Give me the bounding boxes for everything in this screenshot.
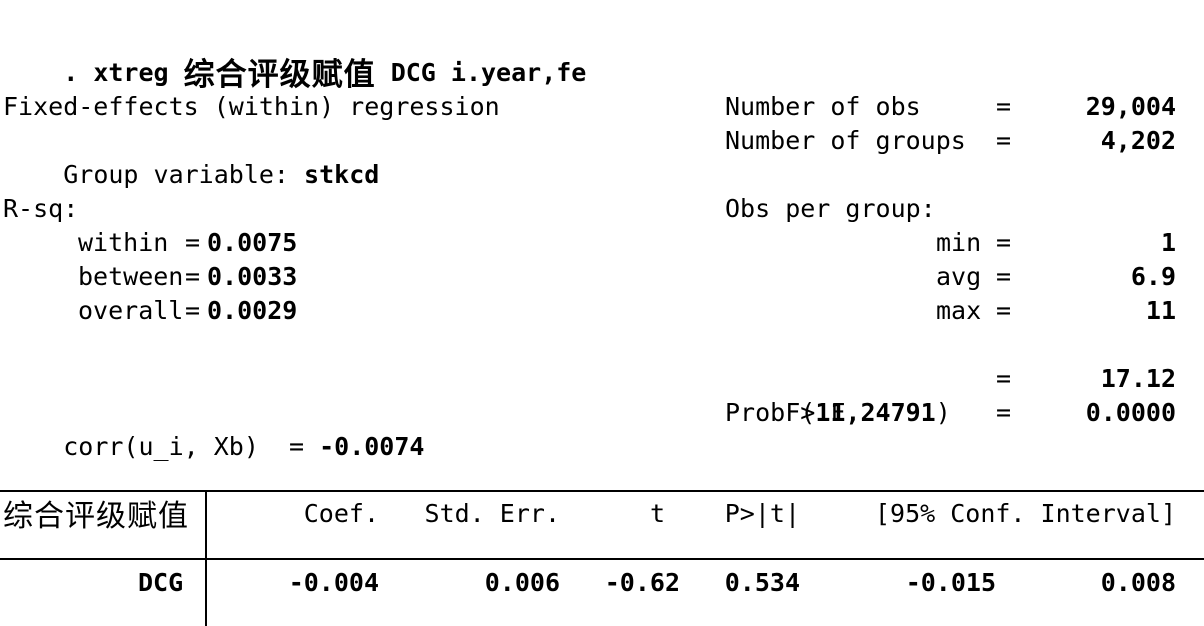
prob-f-value: 0.0000 — [1085, 398, 1176, 427]
obs-avg-value: 6.9 — [1130, 262, 1176, 291]
f-stat-equals: = — [996, 364, 1012, 393]
rsq-overall-equals: = — [185, 296, 201, 325]
f-stat-label: F(11,24791) — [725, 362, 951, 464]
prob-f-equals: = — [996, 398, 1012, 427]
table-column-divider — [205, 490, 207, 626]
rsq-between-equals: = — [185, 262, 201, 291]
number-of-obs-value: 29,004 — [1085, 92, 1176, 121]
prob-f-label: Prob > F — [725, 398, 846, 427]
corr-line: corr(u_i, Xb) = -0.0074 — [3, 396, 424, 498]
group-variable-line: Group variable: stkcd — [3, 124, 379, 226]
group-variable-value: stkcd — [304, 160, 380, 189]
obs-max-equals: = — [996, 296, 1012, 325]
table-col-t: t — [649, 499, 665, 528]
command-line: . xtreg 综合评级赋值 DCG i.year,fe — [3, 22, 586, 126]
table-cell-ci-high: 0.008 — [1100, 568, 1176, 597]
command-text-left: . xtreg — [63, 58, 184, 87]
table-cell-t: -0.62 — [604, 568, 680, 597]
number-of-groups-value: 4,202 — [1100, 126, 1176, 155]
regression-type-label: Fixed-effects (within) regression — [3, 92, 500, 121]
rsq-between-value: 0.0033 — [207, 262, 298, 291]
obs-min-equals: = — [996, 228, 1012, 257]
obs-max-value: 11 — [1145, 296, 1176, 325]
table-cell-coef: -0.004 — [288, 568, 379, 597]
obs-min-value: 1 — [1160, 228, 1176, 257]
number-of-groups-label: Number of groups — [725, 126, 966, 155]
group-variable-label: Group variable: — [63, 160, 305, 189]
rsq-within-label: within — [78, 228, 169, 257]
f-stat-label-post: ) — [935, 398, 951, 427]
table-col-p-value: P>|t| — [724, 499, 800, 528]
rsq-between-label: between — [78, 262, 184, 291]
table-cell-ci-low: -0.015 — [905, 568, 996, 597]
table-header-rule — [0, 558, 1204, 560]
f-stat-df: 11,24791 — [815, 398, 936, 427]
rsq-overall-label: overall — [78, 296, 184, 325]
table-cell-std-err: 0.006 — [484, 568, 560, 597]
table-row-header: 综合评级赋值 — [3, 499, 189, 534]
obs-min-label: min — [936, 228, 982, 257]
corr-value: -0.0074 — [319, 432, 425, 461]
command-variable-cjk: 综合评级赋值 — [183, 57, 376, 93]
table-cell-p-value: 0.534 — [724, 568, 800, 597]
number-of-obs-equals: = — [996, 92, 1012, 121]
corr-label: corr(u_i, Xb) = — [63, 432, 320, 461]
rsq-within-value: 0.0075 — [207, 228, 298, 257]
rsq-overall-value: 0.0029 — [207, 296, 298, 325]
number-of-obs-label: Number of obs — [725, 92, 921, 121]
table-top-rule — [0, 490, 1204, 492]
rsq-within-equals: = — [185, 228, 201, 257]
command-text-right: DCG i.year,fe — [375, 58, 587, 87]
f-stat-value: 17.12 — [1100, 364, 1176, 393]
obs-max-label: max — [936, 296, 982, 325]
obs-avg-label: avg — [936, 262, 982, 291]
table-col-std-err: Std. Err. — [424, 499, 560, 528]
number-of-groups-equals: = — [996, 126, 1012, 155]
obs-avg-equals: = — [996, 262, 1012, 291]
obs-per-group-label: Obs per group: — [725, 194, 936, 223]
table-col-coef: Coef. — [303, 499, 379, 528]
f-stat-label-pre: F( — [785, 398, 816, 427]
table-col-conf-interval: [95% Conf. Interval] — [874, 499, 1176, 528]
rsq-label: R-sq: — [3, 194, 79, 223]
table-row-variable: DCG — [138, 568, 184, 597]
